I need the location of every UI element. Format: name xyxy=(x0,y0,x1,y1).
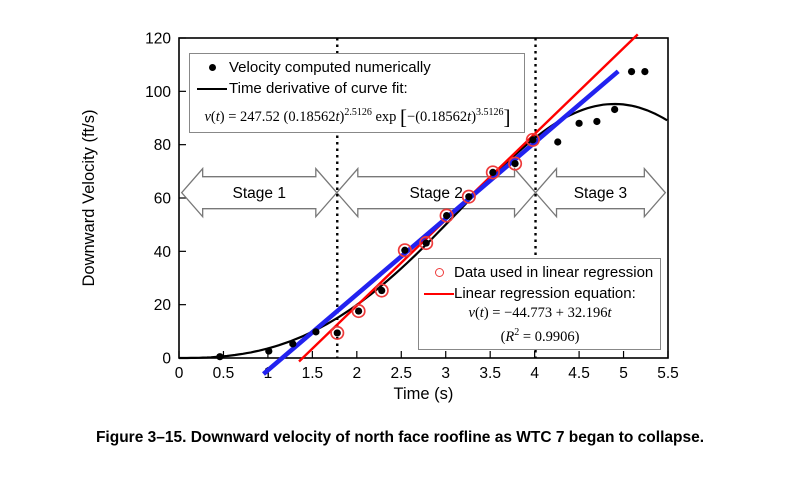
x-axis-label: Time (s) xyxy=(393,385,454,403)
y-tick-label: 80 xyxy=(154,137,172,154)
regression-point-ring xyxy=(330,325,345,340)
regression-point-ring xyxy=(508,156,523,171)
x-tick-label: 1 xyxy=(264,365,273,382)
data-point xyxy=(593,117,601,126)
data-point xyxy=(265,347,273,355)
data-point xyxy=(216,353,224,361)
x-tick-label: 4.5 xyxy=(568,365,590,382)
x-tick-label: 5.5 xyxy=(657,365,679,382)
x-tick-label: 2 xyxy=(353,365,362,382)
regression-point-ring xyxy=(374,283,389,298)
legend-item-curve-fit: Time derivative of curve fit: xyxy=(195,78,520,99)
legend-item-label: Linear regression equation: xyxy=(454,285,636,302)
regression-point-ring xyxy=(525,132,540,147)
regression-point-ring xyxy=(351,304,366,319)
data-point xyxy=(354,307,363,315)
y-tick-label: 0 xyxy=(162,351,171,368)
y-tick-label: 20 xyxy=(154,297,172,314)
data-point xyxy=(378,286,386,295)
figure-caption: Figure 3–15. Downward velocity of north … xyxy=(95,429,705,446)
y-tick-label: 120 xyxy=(145,31,171,48)
data-point xyxy=(312,328,320,336)
x-tick-label: 1.5 xyxy=(302,365,324,382)
legend-item-label: Time derivative of curve fit: xyxy=(229,80,408,97)
data-point xyxy=(641,68,649,76)
curve-fit-equation: v(t) = 247.52 (0.18562t)2.5126 exp [−(0.… xyxy=(204,104,511,129)
legend-regression: Data used in linear regression Linear re… xyxy=(418,258,661,350)
legend-item-regression-eq: Linear regression equation: xyxy=(424,283,656,304)
legend-curve-fit: Velocity computed numerically Time deriv… xyxy=(189,53,525,133)
data-point xyxy=(489,168,497,176)
x-tick-label: 3 xyxy=(441,365,450,382)
y-tick-label: 60 xyxy=(154,191,172,208)
regression-point-ring xyxy=(461,189,476,204)
stage-label: Stage 2 xyxy=(409,185,462,202)
x-tick-label: 0.5 xyxy=(213,365,235,382)
y-tick-label: 40 xyxy=(154,244,172,261)
data-point xyxy=(511,160,519,168)
legend-item-label: Data used in linear regression xyxy=(454,264,654,281)
regression-point-ring xyxy=(419,236,434,251)
regression-point-ring xyxy=(397,243,412,258)
data-point xyxy=(422,239,430,247)
chart-canvas: 0 0.5 1 1.5 2 2.5 3 3.5 4 4.5 5 5.5 0 20 40 60 80 100 120 S… xyxy=(145,31,679,383)
y-axis-label: Downward Velocity (ft/s) xyxy=(80,109,98,287)
data-point xyxy=(529,136,537,144)
data-point xyxy=(401,246,409,254)
data-point xyxy=(575,119,583,127)
stage-label: Stage 1 xyxy=(233,185,286,202)
legend-item-regression-data: Data used in linear regression xyxy=(424,262,656,283)
x-tick-label: 4 xyxy=(530,365,539,382)
blue-reference-line xyxy=(262,69,620,376)
data-point xyxy=(333,329,341,337)
regression-point-ring xyxy=(439,208,454,223)
legend-item-label: Velocity computed numerically xyxy=(229,59,431,76)
red-circle-marker-icon xyxy=(424,268,454,277)
r-squared-value: (R2 = 0.9906) xyxy=(500,327,580,345)
black-dot-marker-icon xyxy=(195,64,229,71)
stage-arrow xyxy=(534,166,667,219)
data-point xyxy=(289,340,297,348)
red-line-sample-icon xyxy=(424,292,454,295)
black-line-sample-icon xyxy=(195,87,229,90)
x-tick-label: 5 xyxy=(619,365,628,382)
data-point xyxy=(627,68,636,76)
legend-item-numerical: Velocity computed numerically xyxy=(195,57,520,78)
stage-label: Stage 3 xyxy=(574,185,627,202)
data-point xyxy=(554,138,562,146)
x-tick-label: 0 xyxy=(175,365,184,382)
x-tick-label: 2.5 xyxy=(390,365,412,382)
data-point xyxy=(465,193,473,201)
data-point xyxy=(611,105,619,114)
regression-equation: v(t) = −44.773 + 32.196t xyxy=(468,305,612,321)
regression-point-ring xyxy=(485,165,500,180)
data-point xyxy=(443,212,451,220)
x-tick-label: 3.5 xyxy=(479,365,501,382)
y-tick-label: 100 xyxy=(145,84,171,101)
